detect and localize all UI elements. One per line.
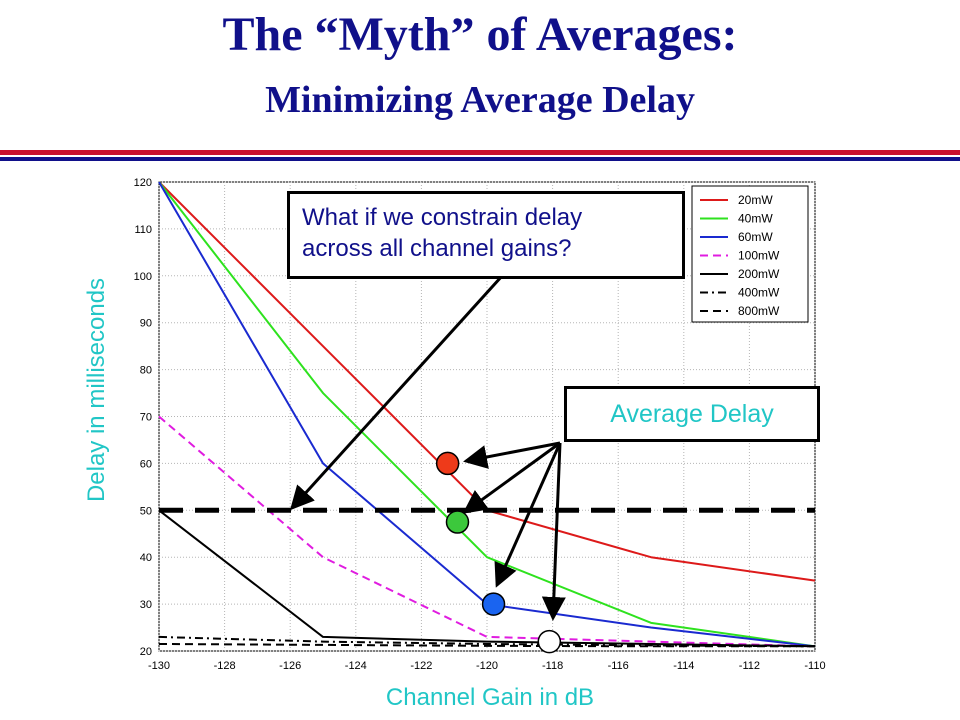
y-tick-label: 40 — [140, 552, 152, 564]
legend-label-100mW: 100mW — [738, 249, 780, 263]
average-marker-green — [445, 510, 470, 534]
y-tick-label: 80 — [140, 365, 152, 377]
x-tick-label: -124 — [345, 660, 367, 672]
constraint-callout: What if we constrain delay across all ch… — [287, 191, 685, 279]
title-rule-blue — [0, 157, 960, 161]
x-axis-label: Channel Gain in dB — [385, 684, 595, 711]
x-tick-label: -110 — [804, 660, 825, 672]
title-rule-red — [0, 150, 960, 155]
y-tick-label: 60 — [140, 458, 152, 470]
y-tick-label: 70 — [140, 412, 152, 424]
x-tick-label: -128 — [214, 660, 236, 672]
annotations — [159, 274, 815, 654]
slide-title: The “Myth” of Averages: — [222, 8, 738, 61]
y-tick-label: 90 — [140, 318, 152, 330]
average-marker-red — [435, 451, 460, 476]
y-axis-label: Delay in milliseconds — [83, 277, 110, 503]
average-arrow — [463, 441, 561, 469]
x-tick-label: -112 — [739, 660, 760, 672]
x-tick-label: -130 — [148, 660, 170, 672]
legend-label-40mW: 40mW — [738, 212, 773, 226]
average-arrow — [541, 442, 566, 621]
y-tick-label: 20 — [140, 646, 152, 658]
callout-arrow — [289, 274, 504, 511]
legend-label-400mW: 400mW — [738, 286, 780, 300]
x-tick-label: -118 — [542, 660, 563, 672]
legend: 20mW 40mW 60mW 100mW 200mW 400mW 800mW — [691, 185, 809, 323]
legend-label-60mW: 60mW — [738, 230, 773, 244]
average-marker-blue — [481, 592, 506, 616]
x-tick-label: -120 — [476, 660, 498, 672]
callout-line-2: across all channel gains? — [302, 235, 572, 262]
x-tick-label: -126 — [279, 660, 301, 672]
average-delay-label: Average Delay — [564, 386, 820, 442]
average-marker-white — [537, 629, 562, 654]
x-tick-label: -116 — [608, 660, 629, 672]
legend-label-200mW: 200mW — [738, 267, 780, 281]
x-tick-label: -114 — [673, 660, 694, 672]
legend-label-20mW: 20mW — [738, 193, 773, 207]
x-tick-label: -122 — [410, 660, 432, 672]
series-line-40mW — [158, 181, 816, 648]
y-tick-label: 50 — [140, 505, 152, 517]
legend-box — [691, 185, 809, 323]
y-tick-label: 30 — [140, 599, 152, 611]
average-arrow — [462, 441, 561, 514]
legend-label-800mW: 800mW — [738, 304, 780, 318]
y-tick-label: 120 — [134, 177, 152, 189]
y-tick-label: 110 — [134, 224, 152, 236]
callout-line-1: What if we constrain delay — [302, 204, 583, 231]
series-line-800mW — [158, 642, 815, 648]
axis-ticks: -130 -128 -126 -124 -122 -120 -118 -116 -114 -112… — [134, 177, 826, 672]
y-tick-label: 100 — [134, 271, 152, 283]
slide-subtitle: Minimizing Average Delay — [265, 79, 695, 121]
average-arrow — [494, 442, 562, 588]
